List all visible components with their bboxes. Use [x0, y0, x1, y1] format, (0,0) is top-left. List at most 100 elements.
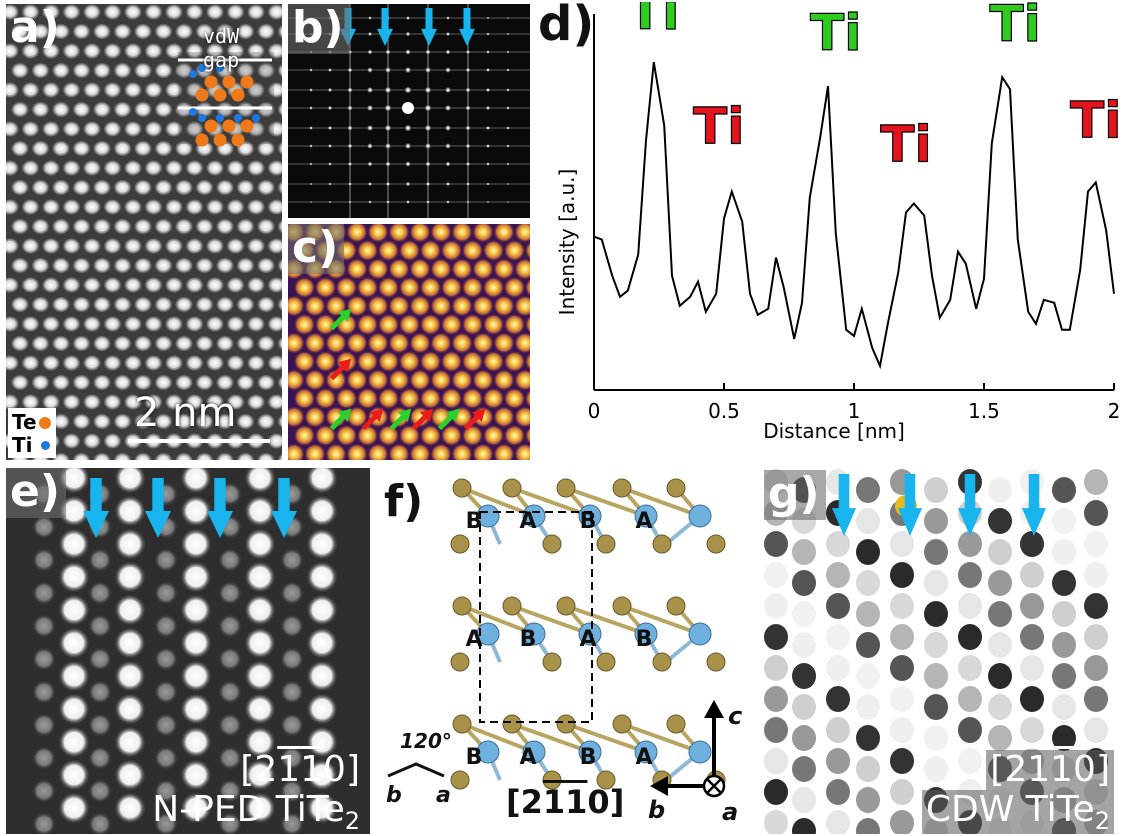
lattice-atom — [165, 199, 183, 215]
te-atom — [666, 714, 686, 734]
fft-spot — [506, 126, 510, 130]
column-atom — [306, 495, 338, 527]
column-atom — [32, 779, 56, 803]
lattice-atom — [165, 238, 183, 254]
fft-center — [402, 102, 414, 114]
lattice-atom — [247, 160, 265, 176]
column-atom — [280, 614, 304, 638]
lattice-atom — [6, 355, 19, 371]
fft-spot — [348, 200, 352, 204]
filtered-atom — [304, 406, 326, 428]
fft-spot — [466, 200, 470, 204]
lattice-atom — [21, 394, 40, 410]
filtered-atom — [524, 425, 530, 446]
lattice-atom — [83, 121, 101, 137]
filtered-atom — [419, 350, 442, 373]
lattice-atom — [267, 199, 282, 215]
fft-spot — [506, 182, 510, 186]
cdw-atom — [764, 655, 788, 681]
lattice-atom — [31, 23, 50, 40]
column-atom — [32, 680, 56, 704]
lattice-atom — [93, 257, 111, 274]
filtered-atom — [356, 387, 379, 410]
cdw-atom — [792, 539, 816, 565]
cdw-atom — [924, 539, 948, 565]
filtered-atom — [461, 350, 484, 373]
filtered-atom — [346, 443, 368, 460]
fft-spot — [486, 16, 490, 20]
lattice-atom — [72, 413, 91, 430]
cdw-atom — [764, 810, 788, 834]
ti-atom-marker — [252, 114, 260, 122]
cdw-atom — [924, 601, 948, 627]
te-atom — [652, 652, 672, 672]
lattice-atom — [236, 452, 255, 460]
fft-spot — [309, 182, 313, 186]
lattice-atom — [113, 374, 132, 391]
stacking-label: B — [466, 509, 483, 534]
filtered-atom — [472, 332, 494, 354]
fft-spot — [404, 160, 412, 168]
column-atom — [88, 581, 112, 605]
filtered-atom — [388, 443, 410, 460]
filtered-atom — [314, 276, 337, 299]
lattice-atom — [267, 4, 282, 20]
lattice-atom — [11, 374, 29, 391]
fft-spot — [347, 125, 353, 131]
column-atom — [218, 746, 242, 770]
filtered-atom — [346, 258, 368, 280]
panel-a: a) vdW gap 2 nm Te Ti — [6, 4, 282, 460]
ti-atom-marker — [198, 64, 206, 72]
cdw-atom — [988, 663, 1012, 689]
filtered-atom — [356, 239, 379, 262]
caption-g: CDW TiTe2 — [921, 790, 1114, 834]
lattice-atom — [267, 277, 282, 293]
filtered-atom — [514, 406, 530, 428]
filtered-atom — [503, 239, 526, 262]
lattice-atom — [11, 335, 29, 352]
lattice-atom — [154, 140, 173, 157]
fft-spot — [368, 200, 372, 204]
lattice-atom — [165, 43, 183, 59]
lattice-atom — [72, 452, 91, 460]
te-atom — [612, 478, 632, 498]
lattice-atom — [206, 199, 224, 215]
bond — [461, 604, 535, 636]
filtered-atom — [346, 224, 368, 243]
ti-peak-annotation: Ti — [880, 115, 931, 173]
cyan-arrow-icon — [898, 474, 922, 536]
lattice-atom — [42, 238, 60, 254]
cdw-atom — [924, 508, 948, 534]
column-atom — [58, 792, 90, 824]
lattice-atom — [144, 355, 163, 371]
cdw-atom — [826, 531, 850, 557]
cdw-atom — [988, 725, 1012, 751]
cdw-atom — [792, 725, 816, 751]
lattice-atom — [165, 316, 183, 332]
lattice-atom — [11, 179, 29, 196]
fft-spot — [347, 87, 353, 93]
column-atom — [154, 779, 178, 803]
lattice-atom — [72, 218, 91, 235]
lattice-atom — [83, 316, 101, 332]
lattice-atom — [247, 238, 265, 254]
lattice-atom — [257, 374, 275, 391]
lattice-atom — [42, 4, 60, 20]
cdw-atom — [856, 663, 880, 689]
direction-label-g: [2110] — [986, 750, 1114, 790]
filtered-atom — [293, 276, 316, 299]
filtered-atom — [377, 313, 400, 336]
cdw-atom — [764, 779, 788, 805]
lattice-atom — [277, 258, 282, 273]
lattice-atom — [175, 140, 193, 157]
column-atom — [280, 548, 304, 572]
column-atom — [58, 759, 90, 791]
filtered-atom — [367, 224, 389, 243]
lattice-atom — [144, 199, 163, 215]
lattice-atom — [72, 62, 91, 79]
column-atom — [58, 528, 90, 560]
filtered-atom — [335, 276, 358, 299]
column-atom — [114, 660, 146, 692]
legend-te-label: Te — [12, 410, 37, 434]
column-atom — [154, 713, 178, 737]
